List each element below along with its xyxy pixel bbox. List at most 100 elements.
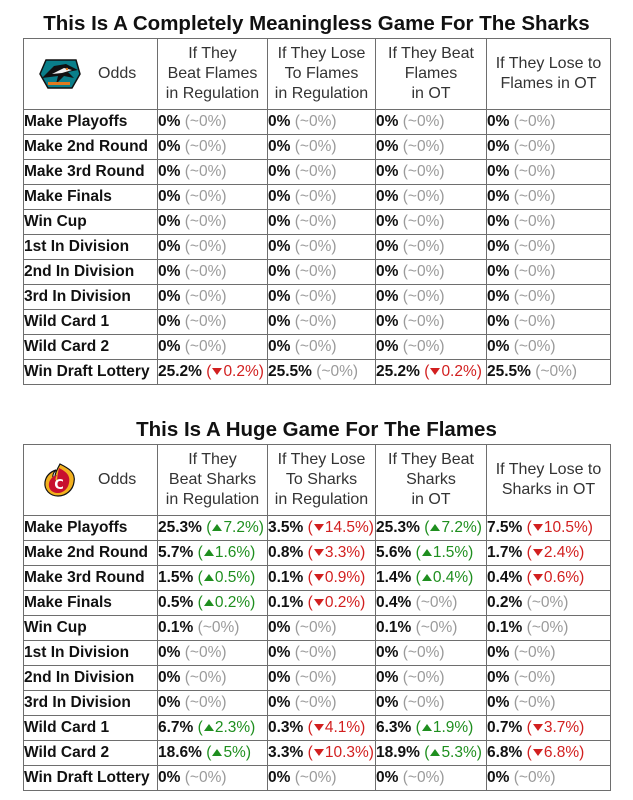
flames-title: This Is A Huge Game For The Flames xyxy=(136,418,497,441)
odds-cell: 0% (~0%) xyxy=(267,690,376,716)
paren-open: ( xyxy=(184,769,190,786)
odds-cell: 0% (~0%) xyxy=(267,159,376,185)
odds-value: 0% xyxy=(268,769,291,786)
odds-value: 0% xyxy=(487,338,510,355)
odds-value: 0.2% xyxy=(487,594,523,611)
paren-close: ) xyxy=(476,519,482,536)
odds-cell: 7.5% (10.5%) xyxy=(486,515,611,541)
paren-close: ) xyxy=(331,288,337,305)
paren-close: ) xyxy=(439,694,445,711)
paren-close: ) xyxy=(550,163,556,180)
odds-cell: 0% (~0%) xyxy=(486,640,611,666)
table-row: Win Cup 0.1% (~0%) 0% (~0%) 0.1% (~0%) 0.1% … xyxy=(23,615,611,641)
paren-close: ) xyxy=(221,163,227,180)
odds-cell: 0.2% (~0%) xyxy=(486,590,611,616)
paren-open: ( xyxy=(402,288,408,305)
odds-value: 0.3% xyxy=(268,719,304,736)
paren-open: ( xyxy=(294,263,300,280)
odds-cell: 0.1% (0.2%) xyxy=(267,590,376,616)
odds-value: 0% xyxy=(376,644,399,661)
row-label: Make Finals xyxy=(23,184,158,210)
odds-cell: 0% (~0%) xyxy=(375,640,487,666)
odds-change: ~0% xyxy=(518,113,551,130)
table-row: Wild Card 2 0% (~0%) 0% (~0%) 0% (~0%) 0% (~… xyxy=(23,334,611,360)
odds-value: 1.4% xyxy=(376,569,412,586)
paren-close: ) xyxy=(587,519,593,536)
odds-value: 0% xyxy=(268,644,291,661)
flames-odds-label: Odds xyxy=(98,471,137,488)
paren-close: ) xyxy=(258,519,264,536)
paren-open: ( xyxy=(402,113,408,130)
paren-open: ( xyxy=(402,694,408,711)
odds-cell: 1.5% (0.5%) xyxy=(157,565,268,591)
sharks-logo-icon xyxy=(39,59,81,89)
sharks-header-row: Odds If They Beat Flames in Regulation If … xyxy=(23,38,611,110)
header-line: in Regulation xyxy=(274,491,369,508)
paren-open: ( xyxy=(513,163,519,180)
odds-value: 0% xyxy=(376,338,399,355)
odds-cell: 0% (~0%) xyxy=(486,134,611,160)
arrow-down-icon xyxy=(430,367,441,375)
odds-cell: 0% (~0%) xyxy=(157,134,268,160)
paren-open: ( xyxy=(184,313,190,330)
odds-change: 0.9% xyxy=(324,569,361,586)
paren-close: ) xyxy=(439,188,445,205)
odds-value: 0% xyxy=(487,163,510,180)
odds-change: 0.2% xyxy=(441,363,477,380)
table-row: 2nd In Division 0% (~0%) 0% (~0%) 0% (~0%) 0… xyxy=(23,259,611,285)
sharks-section: This Is A Completely Meaningless Game Fo… xyxy=(0,0,633,385)
svg-text:C: C xyxy=(54,478,64,493)
paren-close: ) xyxy=(439,338,445,355)
odds-change: 3.7% xyxy=(543,719,580,736)
paren-open: ( xyxy=(307,719,313,736)
odds-value: 0% xyxy=(158,188,181,205)
sharks-header-lose-reg: If They Lose To Flames in Regulation xyxy=(267,38,376,110)
odds-change: ~0% xyxy=(189,163,222,180)
arrow-up-icon xyxy=(203,598,214,606)
header-line: If They xyxy=(188,451,237,468)
odds-change: ~0% xyxy=(407,769,440,786)
odds-value: 0% xyxy=(158,263,181,280)
paren-close: ) xyxy=(439,213,445,230)
paren-close: ) xyxy=(221,113,227,130)
odds-value: 0% xyxy=(487,288,510,305)
paren-close: ) xyxy=(331,313,337,330)
paren-open: ( xyxy=(184,669,190,686)
odds-change: 6.8% xyxy=(543,744,580,761)
odds-change: ~0% xyxy=(407,694,440,711)
sharks-header-beat-reg: If They Beat Flames in Regulation xyxy=(157,38,268,110)
odds-cell: 0.1% (~0%) xyxy=(157,615,268,641)
odds-change: ~0% xyxy=(299,769,332,786)
sharks-table-body: Make Playoffs 0% (~0%) 0% (~0%) 0% (~0%) 0% … xyxy=(23,109,611,385)
row-label: Wild Card 2 xyxy=(23,334,158,360)
odds-change: ~0% xyxy=(518,288,551,305)
table-row: Make Finals 0% (~0%) 0% (~0%) 0% (~0%) 0% (~… xyxy=(23,184,611,210)
paren-close: ) xyxy=(563,594,569,611)
odds-value: 0% xyxy=(158,138,181,155)
paren-close: ) xyxy=(368,519,374,536)
odds-change: ~0% xyxy=(189,188,222,205)
paren-open: ( xyxy=(294,238,300,255)
header-line: If They Lose to xyxy=(495,461,602,478)
paren-open: ( xyxy=(402,163,408,180)
odds-value: 0.1% xyxy=(268,594,304,611)
odds-value: 0% xyxy=(158,213,181,230)
odds-change: ~0% xyxy=(518,338,551,355)
odds-change: 7.2% xyxy=(223,519,259,536)
odds-value: 0% xyxy=(487,113,510,130)
odds-cell: 0% (~0%) xyxy=(486,109,611,135)
odds-cell: 18.9% (5.3%) xyxy=(375,740,487,766)
odds-value: 0.1% xyxy=(376,619,412,636)
odds-cell: 0.7% (3.7%) xyxy=(486,715,611,741)
odds-cell: 0% (~0%) xyxy=(157,184,268,210)
odds-change: ~0% xyxy=(299,288,332,305)
paren-close: ) xyxy=(439,313,445,330)
odds-change: ~0% xyxy=(407,238,440,255)
paren-close: ) xyxy=(331,769,337,786)
paren-close: ) xyxy=(452,594,458,611)
odds-cell: 0.1% (0.9%) xyxy=(267,565,376,591)
paren-open: ( xyxy=(402,669,408,686)
arrow-down-icon xyxy=(313,548,324,556)
table-row: Make 3rd Round 1.5% (0.5%) 0.1% (0.9%) 1.4%… xyxy=(23,565,611,591)
odds-change: ~0% xyxy=(299,238,332,255)
